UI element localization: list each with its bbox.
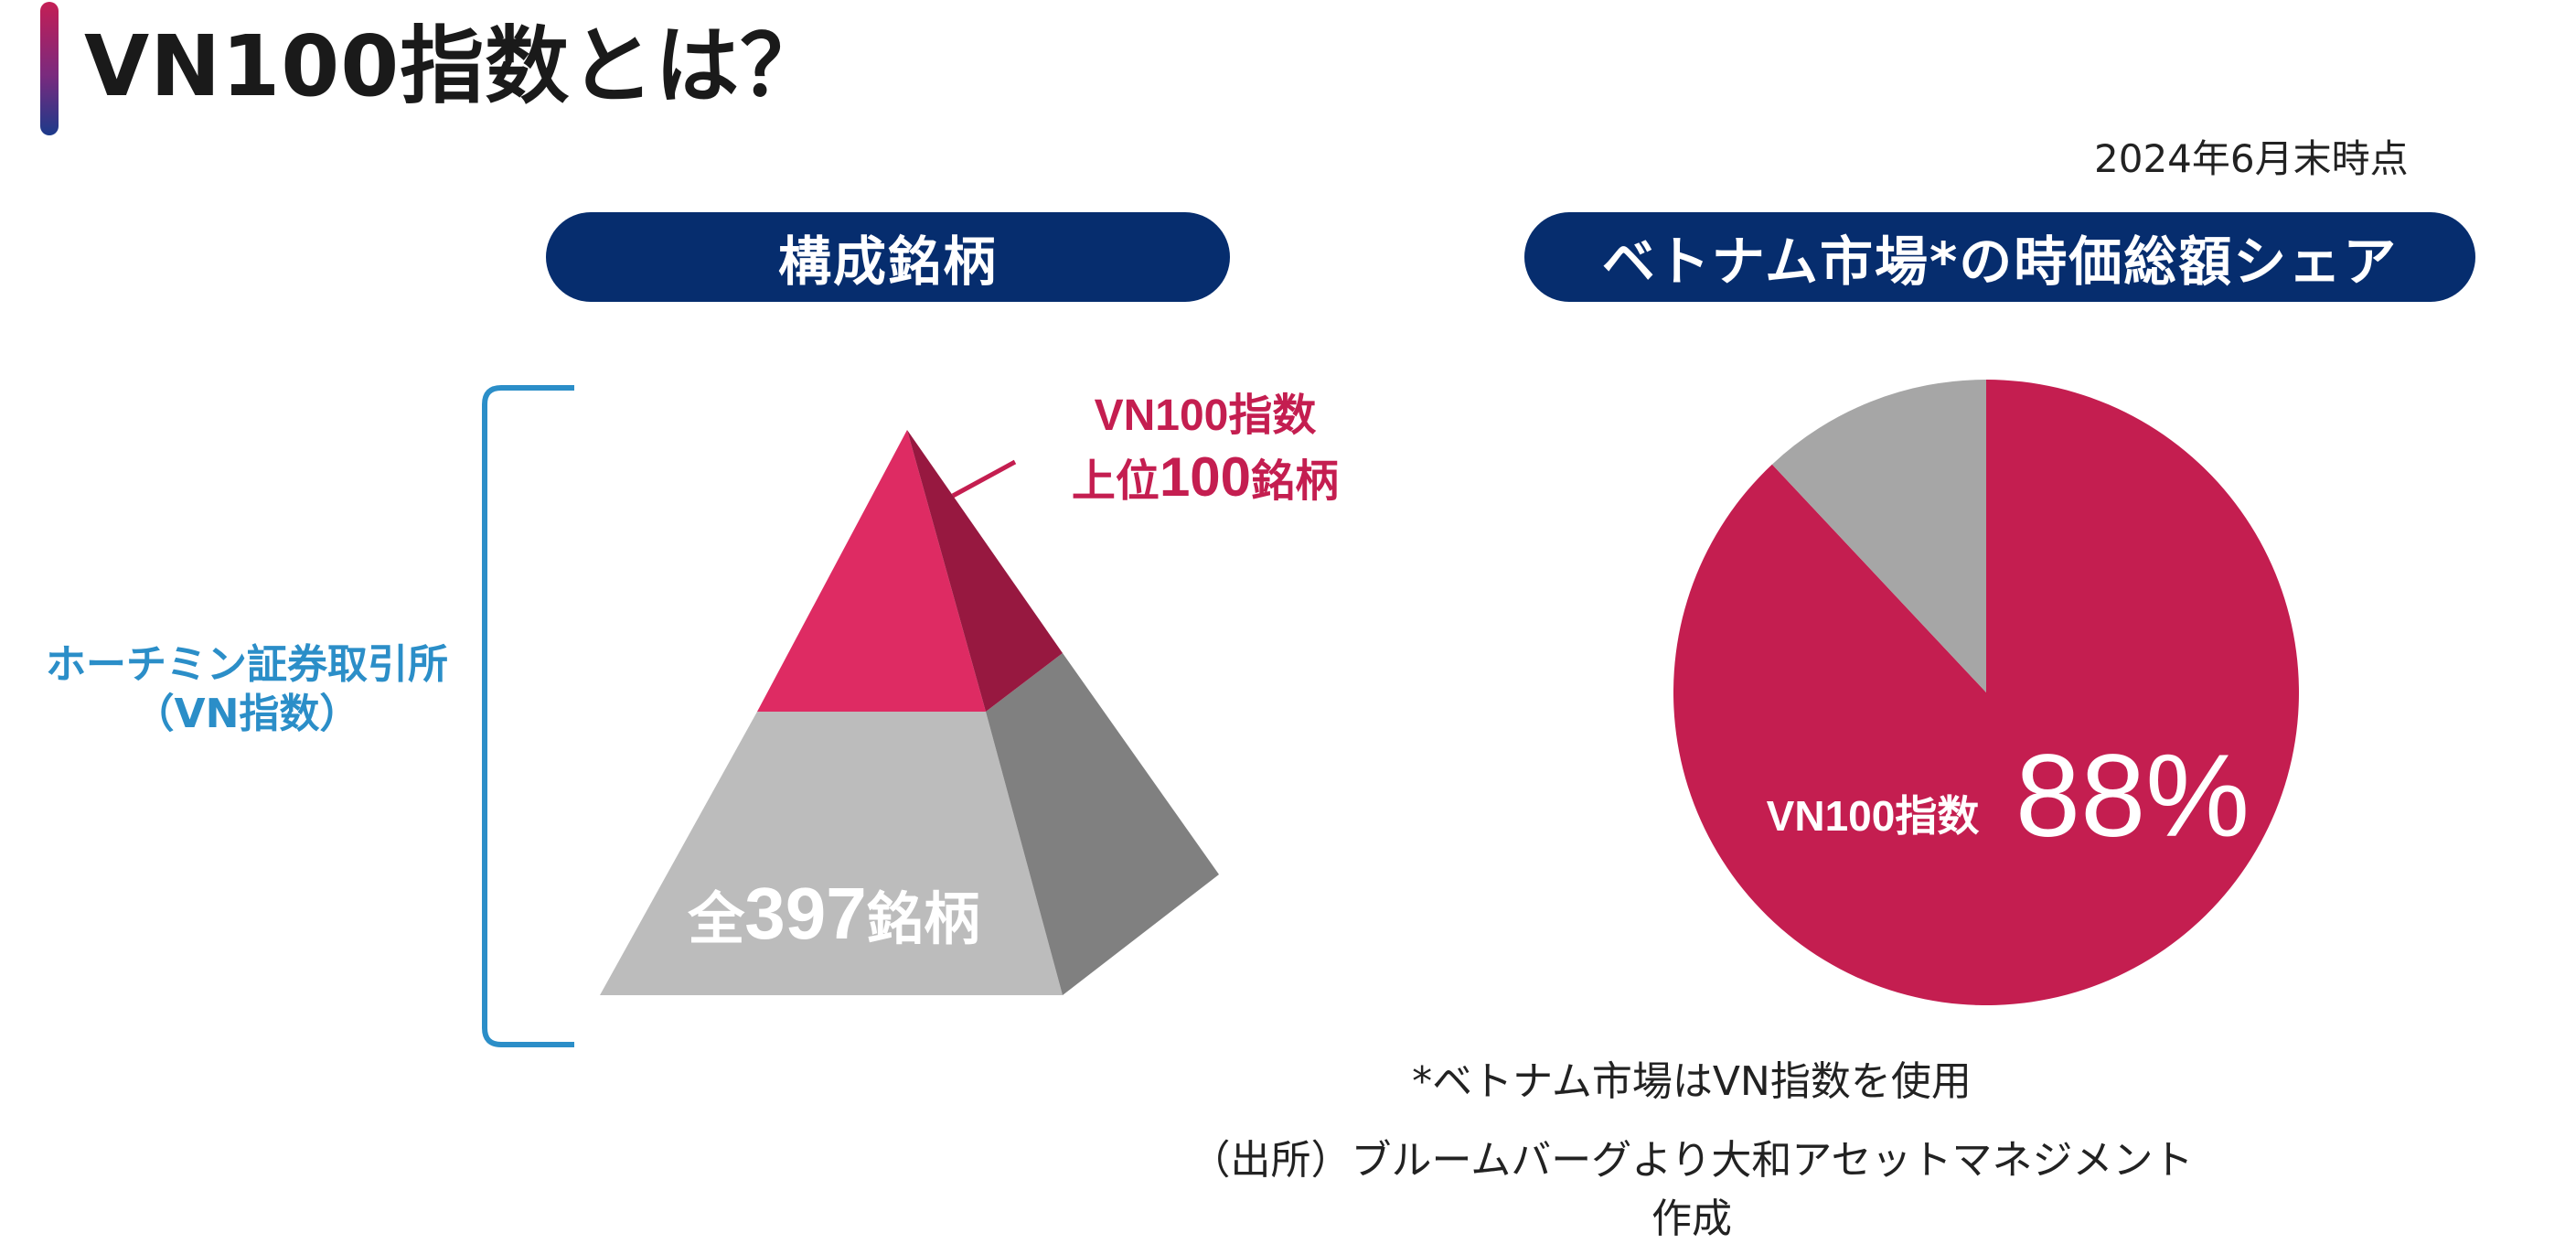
source-note: （出所）ブルームバーグより大和アセットマネジメント作成	[1190, 1137, 2194, 1242]
page-title: VN100指数とは？	[84, 17, 826, 115]
pyramid-base-side	[986, 653, 1219, 995]
top-label-number: 100	[1160, 446, 1251, 508]
as-of-date: 2024年6月末時点	[2094, 136, 2409, 181]
base-label-suffix: 銘柄	[867, 888, 980, 951]
top-label-line1: VN100指数	[1095, 391, 1317, 440]
pyramid-top-front	[757, 430, 986, 712]
pie-slice-1	[1771, 380, 1986, 692]
top-label-prefix: 上位	[1072, 457, 1160, 506]
title-accent-bar	[40, 2, 59, 135]
footnote: *ベトナム市場はVN指数を使用	[1412, 1058, 1972, 1105]
base-label-number: 397	[744, 873, 866, 954]
top-label-line2: 上位100銘柄	[1072, 446, 1339, 508]
heading-market-cap-share: ベトナム市場*の時価総額シェア	[1524, 212, 2475, 302]
bracket-shape	[482, 385, 574, 1047]
pie-slice-label: VN100指数	[1767, 792, 1980, 840]
pyramid-top-side	[907, 430, 1063, 712]
base-label-prefix: 全	[687, 888, 745, 951]
figure-canvas: VN100指数 上位100銘柄 全397銘柄 VN100指数 88%	[482, 380, 2299, 1047]
pyramid-base-front	[600, 712, 1063, 995]
bracket-label-line1: ホーチミン証券取引所	[46, 641, 448, 688]
bracket-label-line2: （VN指数）	[134, 691, 360, 737]
pie-slice-value: 88%	[2015, 731, 2250, 862]
bracket-label: ホーチミン証券取引所 （VN指数）	[27, 640, 466, 739]
heading-constituents: 構成銘柄	[546, 212, 1230, 302]
pie-chart	[1673, 380, 2299, 1005]
base-label: 全397銘柄	[687, 873, 980, 954]
top-label-leader	[951, 459, 1017, 499]
top-label-suffix: 銘柄	[1251, 457, 1339, 506]
